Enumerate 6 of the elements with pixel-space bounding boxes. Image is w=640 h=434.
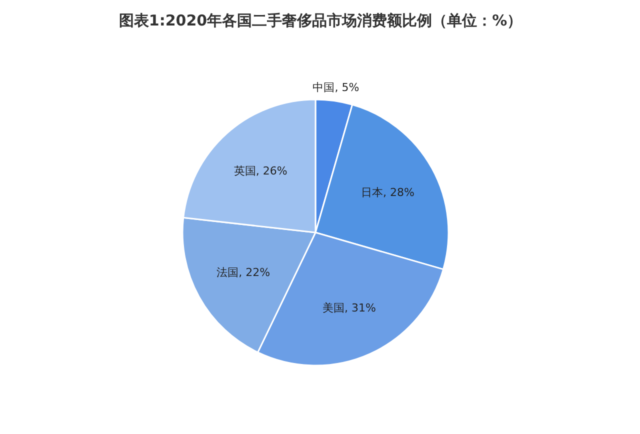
chart-title: 图表1:2020年各国二手奢侈品市场消费额比例（单位：%） <box>118 12 522 30</box>
slice-label: 英国, 26% <box>234 164 288 178</box>
slice-label: 中国, 5% <box>312 81 360 94</box>
slice-label: 美国, 31% <box>322 301 376 314</box>
slice-label: 日本, 28% <box>360 186 414 200</box>
slice-label: 法国, 22% <box>216 266 270 279</box>
